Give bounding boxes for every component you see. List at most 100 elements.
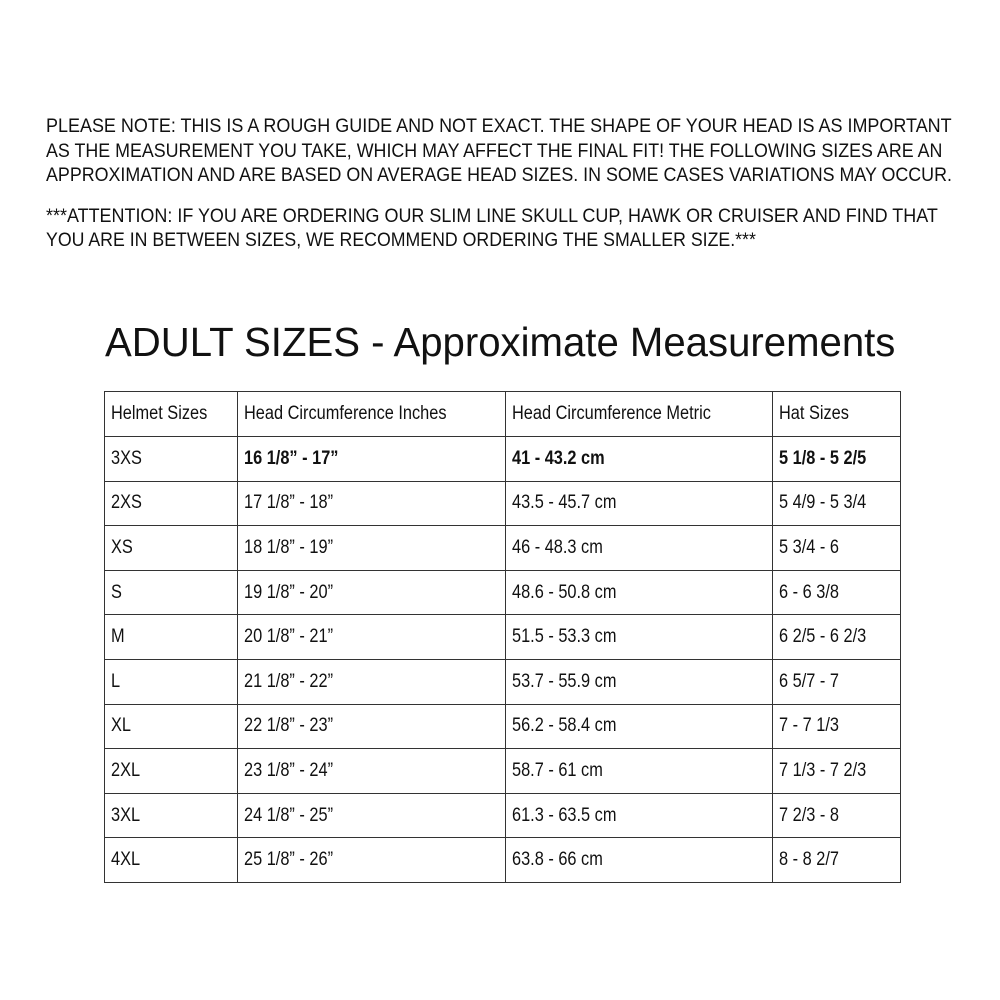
cell-text: Head Circumference Inches [244,403,447,424]
table-cell: 24 1/8” - 25” [237,792,506,839]
cell-text: 19 1/8” - 20” [244,581,334,603]
table-cell: 5 4/9 - 5 3/4 [772,480,901,527]
table-row: 3XS 16 1/8” - 17” 41 - 43.2 cm 5 1/8 - 5 2/… [104,436,901,482]
column-header: Head Circumference Inches [237,391,506,437]
table-cell: 2XL [104,748,238,794]
table-row: 2XL 23 1/8” - 24” 58.7 - 61 cm 7 1/3 - 7 2/… [104,748,901,794]
cell-text: 8 - 8 2/7 [779,849,839,871]
cell-text: 3XL [111,804,141,826]
table-cell: 7 1/3 - 7 2/3 [772,748,901,794]
cell-text: 51.5 - 53.3 cm [512,626,617,648]
table-cell: 7 2/3 - 8 [772,792,901,839]
table-cell: 46 - 48.3 cm [505,525,773,571]
table-cell: 6 5/7 - 7 [772,658,901,705]
table-row: XL 22 1/8” - 23” 56.2 - 58.4 cm 7 - 7 1/3 [104,703,901,750]
note-line: YOU ARE IN BETWEEN SIZES, WE RECOMMEND O… [46,230,756,251]
cell-text: 6 2/5 - 6 2/3 [779,626,867,648]
column-header: Helmet Sizes [104,391,238,437]
table-cell: 8 - 8 2/7 [772,837,901,883]
cell-text: L [111,670,121,692]
table-cell: S [104,569,238,616]
cell-text: 20 1/8” - 21” [244,626,334,648]
table-cell: 48.6 - 50.8 cm [505,569,773,616]
table-row: XS 18 1/8” - 19” 46 - 48.3 cm 5 3/4 - 6 [104,525,901,571]
table-cell: 16 1/8” - 17” [237,436,506,482]
page-title: ADULT SIZES - Approximate Measurements [105,319,896,365]
cell-text: 16 1/8” - 17” [244,447,339,469]
cell-text: M [111,626,125,648]
note-line: ***ATTENTION: IF YOU ARE ORDERING OUR SL… [46,206,938,227]
cell-text: 5 1/8 - 5 2/5 [779,447,867,469]
cell-text: 25 1/8” - 26” [244,849,334,871]
cell-text: 2XL [111,759,141,781]
cell-text: Head Circumference Metric [512,403,711,424]
cell-text: 5 4/9 - 5 3/4 [779,492,867,514]
cell-text: 23 1/8” - 24” [244,759,334,781]
table-cell: 25 1/8” - 26” [237,837,506,883]
table-cell: 6 - 6 3/8 [772,569,901,616]
table-row: 3XL 24 1/8” - 25” 61.3 - 63.5 cm 7 2/3 - 8 [104,792,901,839]
cell-text: 63.8 - 66 cm [512,849,603,871]
table-cell: 43.5 - 45.7 cm [505,480,773,527]
cell-text: 2XS [111,492,142,514]
table-cell: 21 1/8” - 22” [237,658,506,705]
column-header: Hat Sizes [772,391,901,437]
cell-text: Hat Sizes [779,403,849,424]
table-header-row: Helmet Sizes Head Circumference Inches Hea… [104,391,901,437]
cell-text: 41 - 43.2 cm [512,447,605,469]
table-cell: 5 1/8 - 5 2/5 [772,436,901,482]
cell-text: 3XS [111,447,142,469]
table-cell: 22 1/8” - 23” [237,703,506,750]
table-cell: 5 3/4 - 6 [772,525,901,571]
table-cell: 23 1/8” - 24” [237,748,506,794]
cell-text: 6 - 6 3/8 [779,581,839,603]
table-cell: 51.5 - 53.3 cm [505,614,773,660]
table-cell: 18 1/8” - 19” [237,525,506,571]
table-cell: 6 2/5 - 6 2/3 [772,614,901,660]
table-cell: 2XS [104,480,238,527]
table-cell: XS [104,525,238,571]
cell-text: 18 1/8” - 19” [244,536,334,558]
cell-text: 7 2/3 - 8 [779,804,839,826]
table-cell: 58.7 - 61 cm [505,748,773,794]
table-cell: 17 1/8” - 18” [237,480,506,527]
table-row: L 21 1/8” - 22” 53.7 - 55.9 cm 6 5/7 - 7 [104,658,901,705]
cell-text: 22 1/8” - 23” [244,715,334,737]
note-line: AS THE MEASUREMENT YOU TAKE, WHICH MAY A… [46,141,943,162]
table-cell: 20 1/8” - 21” [237,614,506,660]
table-cell: 41 - 43.2 cm [505,436,773,482]
table-cell: 7 - 7 1/3 [772,703,901,750]
table-cell: 3XS [104,436,238,482]
table-cell: 19 1/8” - 20” [237,569,506,616]
cell-text: 46 - 48.3 cm [512,536,603,558]
table-row: 4XL 25 1/8” - 26” 63.8 - 66 cm 8 - 8 2/7 [104,837,901,883]
cell-text: 7 1/3 - 7 2/3 [779,759,867,781]
cell-text: 4XL [111,849,141,871]
cell-text: 56.2 - 58.4 cm [512,715,617,737]
size-chart-table: Helmet Sizes Head Circumference Inches Hea… [104,391,901,883]
cell-text: 43.5 - 45.7 cm [512,492,617,514]
cell-text: XL [111,715,131,737]
table-cell: 53.7 - 55.9 cm [505,658,773,705]
table-row: 2XS 17 1/8” - 18” 43.5 - 45.7 cm 5 4/9 - 5 … [104,480,901,527]
table-row: S 19 1/8” - 20” 48.6 - 50.8 cm 6 - 6 3/8 [104,569,901,616]
table-cell: XL [104,703,238,750]
table-cell: 4XL [104,837,238,883]
cell-text: S [111,581,122,603]
note-line: PLEASE NOTE: THIS IS A ROUGH GUIDE AND N… [46,116,952,137]
table-cell: L [104,658,238,705]
cell-text: 7 - 7 1/3 [779,715,839,737]
cell-text: 58.7 - 61 cm [512,759,603,781]
table-cell: 61.3 - 63.5 cm [505,792,773,839]
column-header: Head Circumference Metric [505,391,773,437]
table-cell: 3XL [104,792,238,839]
cell-text: XS [111,536,133,558]
table-row: M 20 1/8” - 21” 51.5 - 53.3 cm 6 2/5 - 6 2/… [104,614,901,660]
cell-text: 53.7 - 55.9 cm [512,670,617,692]
cell-text: 24 1/8” - 25” [244,804,334,826]
cell-text: 6 5/7 - 7 [779,670,839,692]
cell-text: Helmet Sizes [111,403,208,424]
cell-text: 21 1/8” - 22” [244,670,334,692]
table-cell: 56.2 - 58.4 cm [505,703,773,750]
cell-text: 5 3/4 - 6 [779,536,839,558]
